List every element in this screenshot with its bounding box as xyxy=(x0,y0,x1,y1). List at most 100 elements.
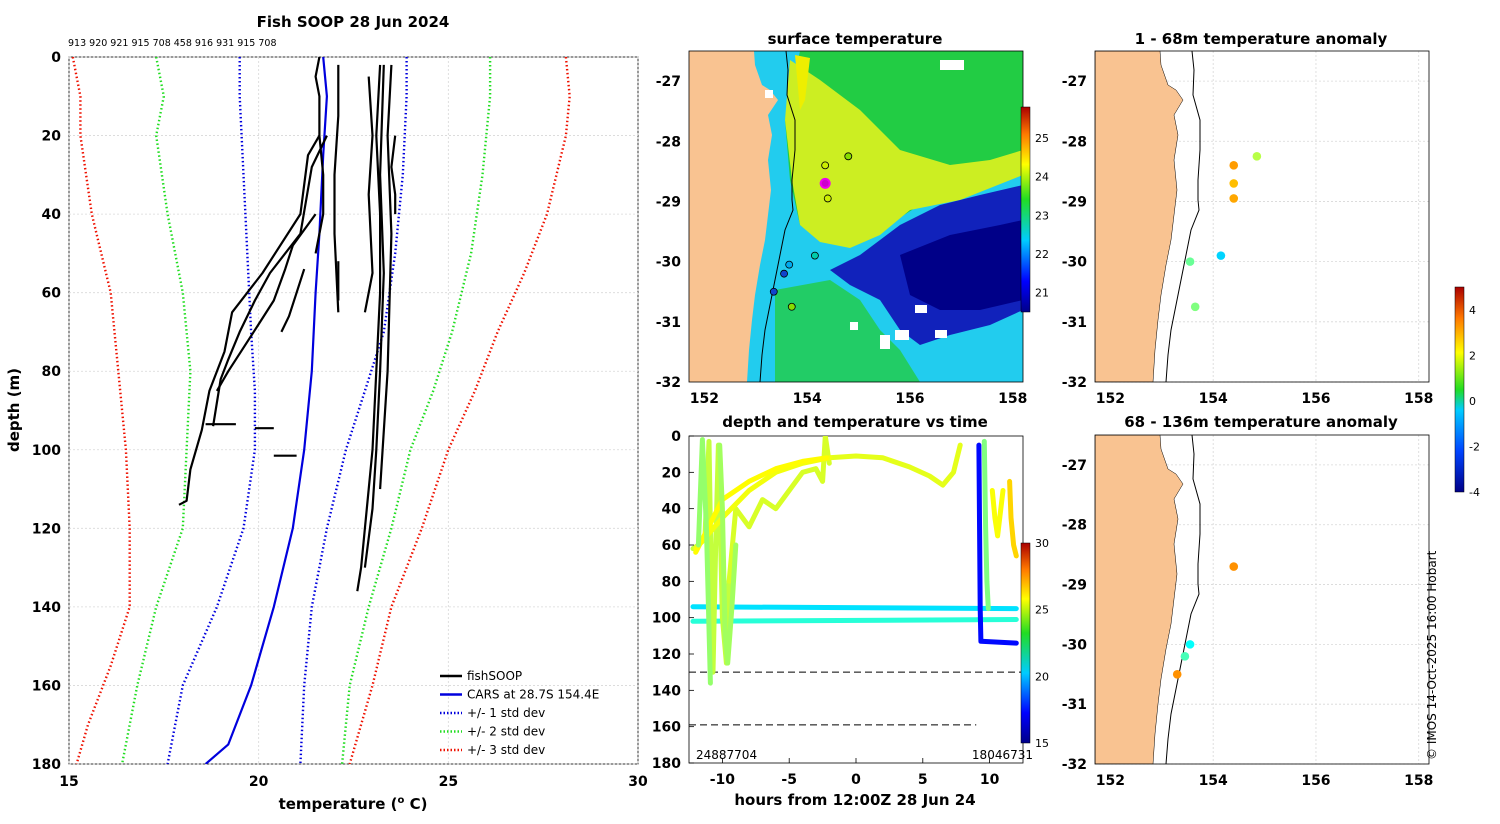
timeseries-colorbar-tick-label: 30 xyxy=(1035,537,1049,550)
sst-colorbar xyxy=(1020,106,1031,313)
map-x-tick-label: 152 xyxy=(1096,773,1125,789)
anomaly-point xyxy=(1229,562,1239,571)
timeseries-y-tick-label: 180 xyxy=(652,756,681,772)
anomaly-point xyxy=(1229,194,1239,203)
cloud-patch xyxy=(850,322,858,330)
sst-station-markers xyxy=(769,152,853,311)
sst-colorbar-ticks: 21 22 23 24 25 xyxy=(1035,132,1049,300)
anomaly-deep-land xyxy=(1095,435,1184,764)
profile-axes-box xyxy=(68,56,639,765)
anomaly-shallow-points xyxy=(1185,152,1262,312)
map-y-tick-label: -30 xyxy=(1062,637,1088,653)
profile-line-fishsoop-2 xyxy=(212,135,328,427)
profile-line-fishsoop-4 xyxy=(314,57,325,254)
timeseries-y-tick-label: 40 xyxy=(662,502,682,518)
profile-x-tick-label: 25 xyxy=(439,774,458,790)
profile-line-fishsoop-11 xyxy=(280,268,306,333)
legend-label: +/- 3 std dev xyxy=(467,743,545,757)
sst-land xyxy=(689,51,778,382)
sst-field xyxy=(689,51,1023,382)
timeseries-track xyxy=(989,488,1006,539)
timeseries-x-tick-label: -5 xyxy=(781,772,797,788)
profile-line-fishsoop-1 xyxy=(178,135,321,506)
profile-line-fishsoop-7 xyxy=(363,64,385,568)
profile-y-tick-label: 40 xyxy=(42,207,62,223)
profile-line-fishsoop-3 xyxy=(215,213,317,392)
profile-line-fishsoop-6 xyxy=(356,64,382,592)
timeseries-y-tick-label: 0 xyxy=(671,429,681,445)
sst-cloud-patches xyxy=(765,60,964,349)
sst-station-marker xyxy=(780,269,788,278)
cloud-patch xyxy=(880,335,890,349)
profile-y-tick-label: 120 xyxy=(32,521,61,537)
sst-station-marker xyxy=(787,302,796,311)
anomaly-point xyxy=(1190,302,1200,312)
profile-legend: fishSOOP CARS at 28.7S 154.4E +/- 1 std de… xyxy=(440,669,599,757)
profile-top-station-labels: 913 920 921 915 708 458 916 931 915 708 xyxy=(68,38,277,49)
timeseries-track xyxy=(826,442,963,488)
timeseries-bottom-right-text: 18046731 xyxy=(972,748,1033,762)
anomaly-colorbar-tick-label: -2 xyxy=(1469,440,1480,453)
map-y-tick-label: -29 xyxy=(656,194,681,210)
anomaly-deep-map xyxy=(1095,435,1201,764)
profile-y-tick-label: 100 xyxy=(32,443,61,459)
sst-station-marker xyxy=(785,260,794,269)
legend-label: +/- 1 std dev xyxy=(467,706,545,720)
sst-colorbar-tick-label: 25 xyxy=(1035,132,1049,145)
map-x-tick-label: 156 xyxy=(1301,391,1330,407)
profile-line-fishsoop-8 xyxy=(379,64,393,490)
anomaly-colorbar-tick-label: 2 xyxy=(1469,349,1476,362)
cloud-patch xyxy=(935,330,947,338)
map-x-tick-label: 154 xyxy=(793,391,822,407)
timeseries-track xyxy=(981,438,991,612)
anomaly-shallow-land xyxy=(1095,51,1184,382)
legend-label: fishSOOP xyxy=(467,669,522,683)
anomaly-colorbar-tick-label: -4 xyxy=(1469,486,1480,499)
profile-x-tick-label: 20 xyxy=(249,774,269,790)
timeseries-colorbar-ticks: 15 20 25 30 xyxy=(1035,537,1049,750)
profile-line--2-std xyxy=(340,57,492,764)
timeseries-xlabel: hours from 12:00Z 28 Jun 24 xyxy=(734,791,975,809)
map-y-tick-label: -27 xyxy=(1062,74,1087,90)
timeseries-track xyxy=(695,437,713,686)
profile-y-tick-label: 60 xyxy=(42,286,62,302)
profile-y-tick-label: 80 xyxy=(42,364,62,380)
anomaly-colorbar xyxy=(1454,286,1465,493)
profile-y-tick-label: 140 xyxy=(32,600,61,616)
legend-label: CARS at 28.7S 154.4E xyxy=(467,688,599,702)
anomaly-deep-title: 68 - 136m temperature anomaly xyxy=(1124,413,1398,431)
profile-gridlines xyxy=(68,56,639,765)
timeseries-colorbar-tick-label: 25 xyxy=(1035,604,1049,617)
profile-title: Fish SOOP 28 Jun 2024 xyxy=(257,13,450,31)
timeseries-y-tick-label: 100 xyxy=(652,611,681,627)
profile-ylabel: depth (m) xyxy=(5,368,23,452)
map-y-tick-label: -32 xyxy=(1062,757,1087,773)
anomaly-shallow-map xyxy=(1095,51,1201,382)
sst-tick-labels: 152 154 156 158 -27 -28 -29 -30 -31 -32 xyxy=(656,74,1028,407)
map-x-tick-label: 158 xyxy=(1404,391,1433,407)
anomaly-deep-axes-box xyxy=(1094,434,1430,765)
sst-colorbar-tick-label: 23 xyxy=(1035,209,1049,222)
anomaly-point xyxy=(1172,669,1182,679)
timeseries-y-tick-label: 60 xyxy=(662,538,682,554)
profile-x-tick-label: 15 xyxy=(59,774,78,790)
map-x-tick-label: 154 xyxy=(1199,391,1228,407)
anomaly-colorbar-tick-label: 4 xyxy=(1469,304,1476,317)
map-y-tick-label: -29 xyxy=(1062,578,1087,594)
map-y-tick-label: -31 xyxy=(1062,697,1087,713)
anomaly-shallow-title: 1 - 68m temperature anomaly xyxy=(1135,30,1388,48)
anomaly-shallow-contour xyxy=(1165,51,1201,382)
anomaly-deep-panel: 152 154 156 158 -27 -28 -29 -30 -31 -32 68 - 136m… xyxy=(1062,413,1434,789)
sst-southern-green xyxy=(775,280,920,382)
timeseries-colorbar-tick-label: 15 xyxy=(1035,737,1049,750)
map-y-tick-label: -28 xyxy=(1062,134,1087,150)
timeseries-x-tick-label: -10 xyxy=(710,772,736,788)
profile-xlabel: temperature (o C) xyxy=(279,795,428,813)
profile-x-tick-label: 30 xyxy=(628,774,648,790)
anomaly-point xyxy=(1252,152,1262,161)
profile-line-fishsoop-5 xyxy=(333,64,340,313)
sst-yellow-region xyxy=(785,60,1023,248)
map-y-tick-label: -27 xyxy=(656,74,681,90)
